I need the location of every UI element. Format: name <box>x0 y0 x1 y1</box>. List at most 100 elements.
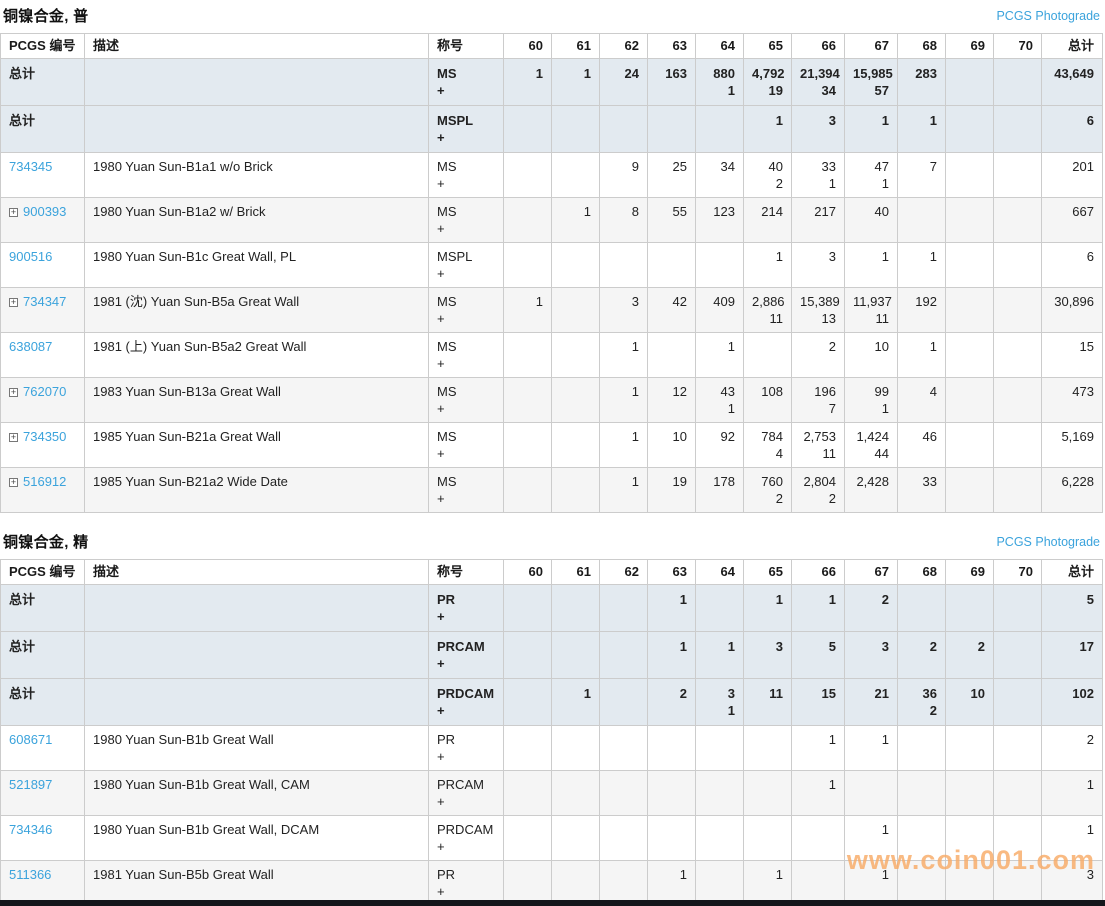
pcgs-cell: 总计 <box>0 584 85 632</box>
pcgs-number-link[interactable]: 900516 <box>9 249 53 264</box>
pcgs-number-link[interactable]: 762070 <box>23 384 67 399</box>
col-header-grade-69: 69 <box>945 559 994 585</box>
grade-cell-69 <box>945 58 994 106</box>
designation-label: MS <box>437 384 457 399</box>
designation-label: MS <box>437 294 457 309</box>
total-cell: 201 <box>1041 152 1103 198</box>
grade-cell-62: 1 <box>599 377 648 423</box>
grade-cell-63 <box>647 242 696 288</box>
grade-cell-63: 2 <box>647 678 696 726</box>
col-header-grade-61: 61 <box>551 33 600 59</box>
grade-cell-65: 108 <box>743 377 792 423</box>
designation-label: MS <box>437 429 457 444</box>
pcgs-number-link[interactable]: 734350 <box>23 429 67 444</box>
pcgs-number-link[interactable]: 734345 <box>9 159 53 174</box>
coin-description: 1985 Yuan Sun-B21a Great Wall <box>93 429 281 444</box>
grade-cell-69 <box>945 332 994 378</box>
grade-cell-65: 1 <box>743 242 792 288</box>
desc-cell: 1980 Yuan Sun-B1b Great Wall <box>84 725 429 771</box>
designation-label: PRCAM <box>437 639 485 654</box>
grade-cell-66 <box>791 815 845 861</box>
total-cell: 43,649 <box>1041 58 1103 106</box>
grade-cell-70 <box>993 815 1042 861</box>
grade-cell-62 <box>599 815 648 861</box>
pcgs-cell: 总计 <box>0 631 85 679</box>
bottom-bar <box>0 900 1105 906</box>
expand-icon[interactable] <box>9 388 18 397</box>
expand-icon[interactable] <box>9 298 18 307</box>
pcgs-number-link[interactable]: 516912 <box>23 474 67 489</box>
grade-cell-69 <box>945 584 994 632</box>
table-row: 734345 1980 Yuan Sun-B1a1 w/o Brick MS +9 25… <box>0 152 1103 198</box>
grade-cell-64: 92 <box>695 422 744 468</box>
plus-label: + <box>437 221 445 236</box>
grade-cell-62 <box>599 770 648 816</box>
grade-cell-70 <box>993 631 1042 679</box>
grade-cell-66: 1 <box>791 770 845 816</box>
total-row: 总计 MS +1 1 24 163 880 1 4,792 19 21,394 34 15,985 57 2… <box>0 58 1103 106</box>
desc-cell <box>84 631 429 679</box>
grade-cell-60 <box>503 105 552 153</box>
grade-cell-68: 283 <box>897 58 946 106</box>
col-header-grade-65: 65 <box>743 33 792 59</box>
population-table-regular: PCGS 编号 描述 称号 60 61 62 63 64 65 66 67 68 69 70 总计 总计 MS… <box>0 33 1103 513</box>
grade-cell-64 <box>695 242 744 288</box>
grade-cell-63 <box>647 725 696 771</box>
section-header-regular: 铜镍合金, 普 PCGS Photograde <box>0 0 1103 33</box>
total-cell: 6 <box>1041 242 1103 288</box>
grade-cell-68: 36 2 <box>897 678 946 726</box>
grade-cell-65 <box>743 770 792 816</box>
header-row: PCGS 编号 描述 称号 60 61 62 63 64 65 66 67 68 69 70 总计 <box>0 559 1103 585</box>
designation-cell: PRDCAM + <box>428 815 504 861</box>
pcgs-number-link[interactable]: 511366 <box>9 867 52 882</box>
total-cell: 30,896 <box>1041 287 1103 333</box>
grade-cell-68: 46 <box>897 422 946 468</box>
designation-label: MS <box>437 66 457 81</box>
designation-label: PRDCAM <box>437 686 495 701</box>
grade-cell-60 <box>503 678 552 726</box>
grade-cell-69 <box>945 422 994 468</box>
designation-cell: MS + <box>428 197 504 243</box>
pcgs-number-link[interactable]: 608671 <box>9 732 53 747</box>
grade-cell-64: 34 <box>695 152 744 198</box>
expand-icon[interactable] <box>9 478 18 487</box>
pcgs-number-link[interactable]: 521897 <box>9 777 53 792</box>
grade-cell-68: 4 <box>897 377 946 423</box>
grade-cell-60 <box>503 152 552 198</box>
pcgs-number-link[interactable]: 638087 <box>9 339 53 354</box>
pcgs-cell: 608671 <box>0 725 85 771</box>
col-header-grade-66: 66 <box>791 33 845 59</box>
grade-cell-61 <box>551 584 600 632</box>
col-header-total: 总计 <box>1041 33 1103 59</box>
total-row: 总计 PRCAM +1 1 3 5 3 2 2 17 <box>0 631 1103 679</box>
grade-cell-66: 196 7 <box>791 377 845 423</box>
desc-cell: 1983 Yuan Sun-B13a Great Wall <box>84 377 429 423</box>
total-cell: 5,169 <box>1041 422 1103 468</box>
pcgs-photograde-link[interactable]: PCGS Photograde <box>996 8 1100 23</box>
pcgs-number-link[interactable]: 734346 <box>9 822 53 837</box>
grade-cell-60 <box>503 815 552 861</box>
grade-cell-63: 12 <box>647 377 696 423</box>
grade-cell-60: 1 <box>503 58 552 106</box>
table-header: PCGS 编号 描述 称号 60 61 62 63 64 65 66 67 68 69 70 总计 <box>0 559 1103 585</box>
pcgs-photograde-link[interactable]: PCGS Photograde <box>996 534 1100 549</box>
grade-cell-65: 1 <box>743 584 792 632</box>
grade-cell-62: 24 <box>599 58 648 106</box>
plus-label: + <box>437 884 445 899</box>
designation-cell: MS + <box>428 467 504 513</box>
pcgs-number-link[interactable]: 734347 <box>23 294 67 309</box>
grade-cell-64 <box>695 815 744 861</box>
designation-cell: MS + <box>428 152 504 198</box>
total-row-label: 总计 <box>9 639 36 654</box>
grade-cell-65: 2,886 11 <box>743 287 792 333</box>
table-row: 521897 1980 Yuan Sun-B1b Great Wall, CAM P… <box>0 770 1103 816</box>
expand-icon[interactable] <box>9 433 18 442</box>
designation-cell: PRDCAM + <box>428 678 504 726</box>
total-row: 总计 PRDCAM +1 2 3 1 11 15 21 36 2 10 102 <box>0 678 1103 726</box>
grade-cell-65 <box>743 725 792 771</box>
pcgs-number-link[interactable]: 900393 <box>23 204 67 219</box>
grade-cell-62: 3 <box>599 287 648 333</box>
grade-cell-62 <box>599 631 648 679</box>
expand-icon[interactable] <box>9 208 18 217</box>
